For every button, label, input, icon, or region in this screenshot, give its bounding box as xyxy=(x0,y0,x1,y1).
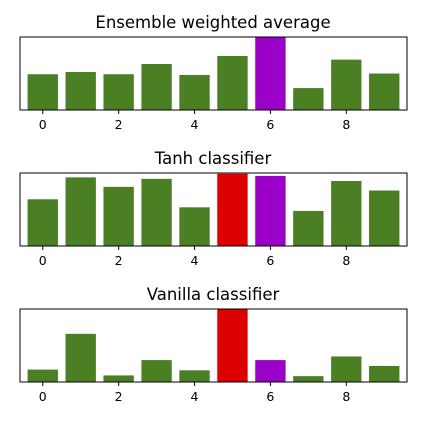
bar-2 xyxy=(103,74,134,110)
x-tick-label-0: 0 xyxy=(39,117,47,132)
bar-1 xyxy=(65,333,96,382)
bar-5 xyxy=(217,173,248,246)
panel-ensemble-weighted-average: Ensemble weighted average 0 2 4 6 8 xyxy=(19,13,408,132)
x-tick-label-0: 0 xyxy=(39,389,47,404)
bar-4 xyxy=(179,370,210,382)
bar-8 xyxy=(331,59,362,110)
bar-7 xyxy=(293,88,324,110)
x-tick-label-4: 4 xyxy=(191,389,199,404)
bar-6 xyxy=(255,175,286,246)
bar-group xyxy=(27,173,400,246)
bar-0 xyxy=(27,369,58,382)
x-axis-ticks: 0 2 4 6 8 xyxy=(39,110,350,132)
x-tick-label-4: 4 xyxy=(191,253,199,268)
panel-tanh-classifier: Tanh classifier 0 2 4 6 8 xyxy=(19,149,408,268)
bar-group xyxy=(27,37,400,110)
bar-7 xyxy=(293,210,324,246)
x-axis-ticks: 0 2 4 6 8 xyxy=(39,382,350,404)
bar-0 xyxy=(27,199,58,246)
bar-4 xyxy=(179,74,210,110)
x-axis-ticks: 0 2 4 6 8 xyxy=(39,246,350,268)
x-tick-label-6: 6 xyxy=(266,253,274,268)
x-tick-label-2: 2 xyxy=(115,117,123,132)
bar-3 xyxy=(141,64,172,110)
x-tick-label-2: 2 xyxy=(115,389,123,404)
x-tick-label-8: 8 xyxy=(342,117,350,132)
axes-frame xyxy=(19,36,408,111)
bar-6 xyxy=(255,37,286,110)
bar-3 xyxy=(141,360,172,382)
bar-3 xyxy=(141,178,172,246)
bar-1 xyxy=(65,177,96,246)
panel-title: Tanh classifier xyxy=(154,149,272,168)
x-tick-label-6: 6 xyxy=(266,389,274,404)
x-tick-label-4: 4 xyxy=(191,117,199,132)
bar-9 xyxy=(369,365,400,382)
bar-2 xyxy=(103,186,134,246)
panel-vanilla-classifier: Vanilla classifier 0 2 4 6 8 xyxy=(19,285,408,404)
x-tick-label-8: 8 xyxy=(342,389,350,404)
x-tick-label-6: 6 xyxy=(266,117,274,132)
bar-8 xyxy=(331,181,362,246)
bar-6 xyxy=(255,360,286,382)
bar-9 xyxy=(369,73,400,110)
x-tick-label-2: 2 xyxy=(115,253,123,268)
bar-4 xyxy=(179,207,210,246)
bar-5 xyxy=(217,309,248,382)
panel-title: Vanilla classifier xyxy=(147,285,280,304)
bar-group xyxy=(27,309,400,382)
panel-title: Ensemble weighted average xyxy=(95,13,330,32)
bar-2 xyxy=(103,375,134,382)
bar-0 xyxy=(27,74,58,110)
bar-5 xyxy=(217,55,248,110)
bar-1 xyxy=(65,72,96,110)
bar-9 xyxy=(369,190,400,246)
bar-7 xyxy=(293,376,324,382)
bar-8 xyxy=(331,356,362,382)
x-tick-label-0: 0 xyxy=(39,253,47,268)
axes-frame xyxy=(19,308,408,383)
axes-frame xyxy=(19,172,408,247)
x-tick-label-8: 8 xyxy=(342,253,350,268)
